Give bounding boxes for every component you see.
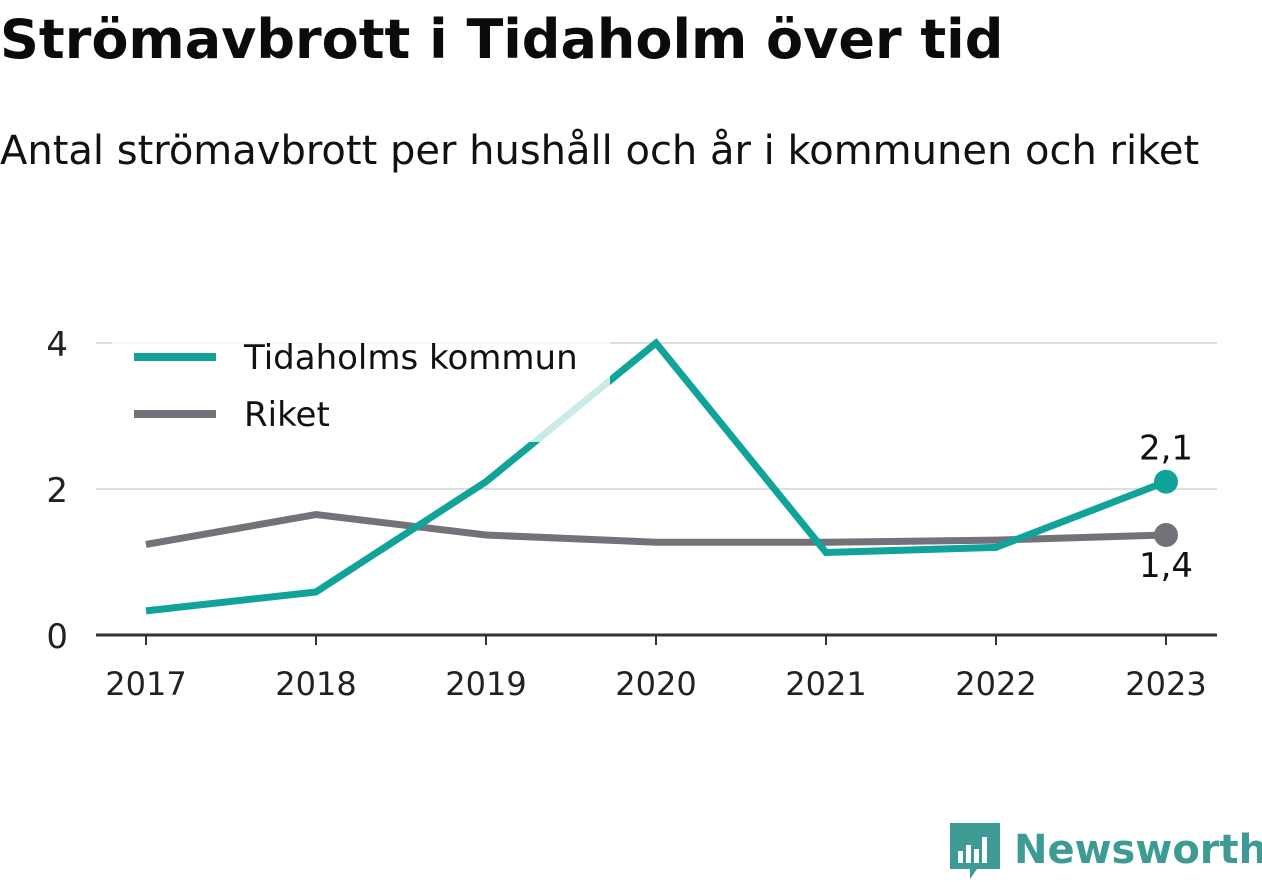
x-tick-label-2023: 2023 bbox=[1125, 665, 1206, 703]
x-tick-label-2017: 2017 bbox=[105, 665, 186, 703]
x-tick-label-2022: 2022 bbox=[955, 665, 1036, 703]
legend-background bbox=[112, 330, 610, 442]
chart-subtitle: Antal strömavbrott per hushåll och år i … bbox=[0, 128, 1200, 174]
end-labels: 2,1 1,4 bbox=[1139, 429, 1193, 586]
x-tick-label-2021: 2021 bbox=[785, 665, 866, 703]
x-tick-label-2019: 2019 bbox=[445, 665, 526, 703]
chart-title: Strömavbrott i Tidaholm över tid bbox=[0, 8, 1004, 71]
y-axis-ticks: 0 2 4 bbox=[46, 325, 68, 657]
series-line-riket bbox=[145, 511, 1167, 548]
legend-label-1: Riket bbox=[244, 395, 330, 435]
series-line-tidaholms-kommun bbox=[145, 338, 1168, 615]
end-label-tidaholm: 2,1 bbox=[1139, 429, 1193, 469]
legend-label-0: Tidaholms kommun bbox=[243, 338, 578, 378]
y-tick-label-2: 2 bbox=[46, 471, 68, 511]
y-tick-label-0: 0 bbox=[46, 617, 68, 657]
x-tick-label-2020: 2020 bbox=[615, 665, 696, 703]
brand-name: Newsworthy bbox=[1014, 827, 1262, 873]
end-label-riket: 1,4 bbox=[1139, 546, 1193, 586]
series-lines bbox=[145, 338, 1178, 615]
legend: Tidaholms kommun Riket bbox=[112, 330, 610, 442]
y-tick-label-4: 4 bbox=[46, 325, 68, 365]
x-tick-label-2018: 2018 bbox=[275, 665, 356, 703]
x-axis: 2017 2018 2019 2020 2021 2022 2023 bbox=[96, 633, 1217, 703]
newsworthy-brand: Newsworthy bbox=[950, 818, 1262, 882]
newsworthy-logo-icon bbox=[950, 823, 1000, 879]
series-endpoint-tidaholms-kommun bbox=[1154, 469, 1178, 494]
series-endpoint-riket bbox=[1154, 522, 1178, 547]
